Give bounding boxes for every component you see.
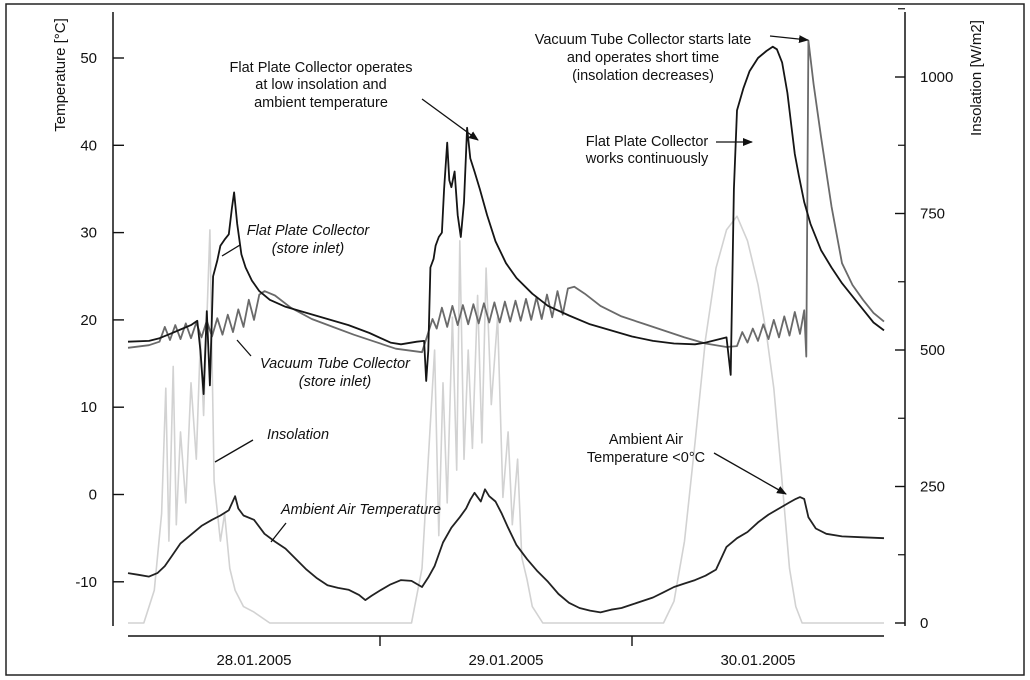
date-label: 30.01.2005: [720, 652, 795, 669]
figure-frame: [5, 3, 1025, 676]
right-tick-label: 1000: [920, 69, 953, 86]
right-axis-title: Insolation [W/m2]: [968, 20, 985, 136]
right-axis-ticks: 1000 750 500 250 0: [895, 8, 953, 632]
vtc-late-note-1: Vacuum Tube Collector starts late: [535, 32, 752, 48]
pointer-vacuum-tube: [236, 339, 252, 357]
left-tick-label: 10: [80, 399, 97, 416]
x-axis-ticks: 28.01.2005 29.01.2005 30.01.2005: [216, 636, 796, 669]
series-vacuum-tube: [127, 39, 885, 358]
date-label: 28.01.2005: [216, 652, 291, 669]
insolation-label: Insolation: [267, 427, 329, 443]
vacuum-tube-label-sub: (store inlet): [299, 374, 372, 390]
fpc-cont-note-1: Flat Plate Collector: [586, 134, 709, 150]
right-tick-label: 750: [920, 206, 945, 223]
pointer-flat-plate: [221, 244, 241, 257]
pointer-ambient: [270, 522, 287, 543]
annotation-arrows: [214, 35, 809, 543]
left-tick-label: 40: [80, 137, 97, 154]
left-tick-label: 0: [89, 487, 97, 504]
ambient-label: Ambient Air Temperature: [280, 502, 441, 518]
right-tick-label: 250: [920, 479, 945, 496]
ambient-below-note-1: Ambient Air: [609, 432, 683, 448]
annotations: Flat Plate Collector (store inlet) Vacuu…: [230, 32, 752, 518]
ambient-below-note-2: Temperature <0°C: [587, 450, 705, 466]
left-tick-label: -10: [75, 574, 97, 591]
pointer-insolation: [214, 439, 254, 463]
left-tick-label: 30: [80, 225, 97, 242]
right-tick-label: 0: [920, 615, 928, 632]
fpc-low-note-2: at low insolation and: [255, 77, 386, 93]
series-ambient: [127, 488, 885, 614]
arrow-ambient-below: [713, 452, 787, 495]
flat-plate-label-sub: (store inlet): [272, 241, 345, 257]
series-insolation: [128, 215, 884, 624]
vacuum-tube-label: Vacuum Tube Collector: [260, 356, 411, 372]
series-layer: [127, 39, 885, 624]
arrow-vtc-late: [769, 35, 809, 44]
fpc-low-note-3: ambient temperature: [254, 95, 388, 111]
left-axis-title: Temperature [°C]: [52, 18, 69, 132]
left-tick-label: 20: [80, 312, 97, 329]
series-flat-plate: [127, 45, 885, 395]
vtc-late-note-2: and operates short time: [567, 50, 719, 66]
fpc-cont-note-2: works continuously: [585, 151, 709, 167]
right-tick-label: 500: [920, 342, 945, 359]
left-tick-label: 50: [80, 50, 97, 67]
flat-plate-label: Flat Plate Collector: [247, 223, 371, 239]
left-axis-ticks: 50 40 30 20 10 0 -10: [75, 50, 124, 591]
date-label: 29.01.2005: [468, 652, 543, 669]
vtc-late-note-3: (insolation decreases): [572, 68, 714, 84]
arrow-fpc-low: [421, 98, 479, 141]
fpc-low-note-1: Flat Plate Collector operates: [230, 60, 413, 76]
